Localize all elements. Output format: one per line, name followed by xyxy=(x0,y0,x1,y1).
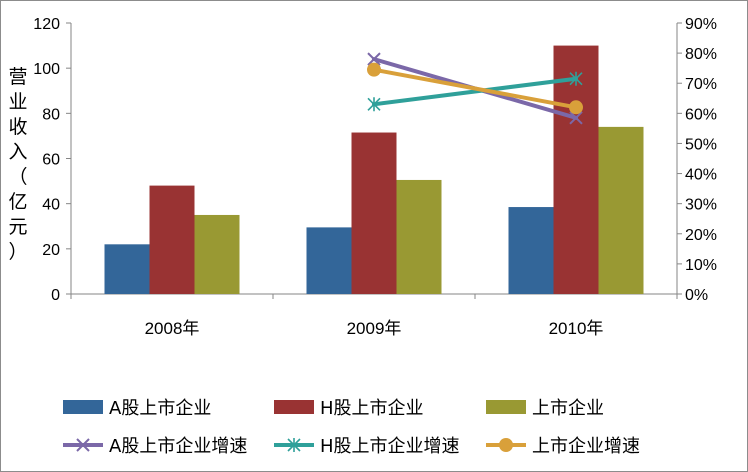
left-tick-label: 60 xyxy=(42,152,60,169)
circle-marker xyxy=(569,100,583,115)
x-axis: 2008年 2009年 2010年 xyxy=(70,293,678,338)
right-axis: 0% 10% 20% 30% 40% 50% 60% 70% 80% 90% xyxy=(676,16,717,304)
bar xyxy=(351,132,397,294)
x-marker xyxy=(367,52,381,66)
left-tick-label: 100 xyxy=(33,61,60,78)
star-marker xyxy=(569,71,583,86)
circle-marker xyxy=(499,438,513,452)
legend-swatch xyxy=(274,400,314,414)
legend-label: A股上市企业 xyxy=(109,398,211,419)
bar xyxy=(104,244,150,294)
legend-label: H股上市企业增速 xyxy=(320,436,460,457)
right-tick-label: 0% xyxy=(685,287,708,304)
right-tick-label: 30% xyxy=(685,197,717,214)
left-axis: 0 20 40 60 80 100 120 xyxy=(33,16,72,304)
bar xyxy=(194,214,240,294)
x-tick-label: 2009年 xyxy=(347,319,402,338)
growth-line xyxy=(372,67,578,110)
star-marker xyxy=(287,438,301,452)
right-tick-label: 60% xyxy=(685,106,717,123)
circle-marker xyxy=(367,62,381,77)
left-tick-label: 20 xyxy=(42,242,60,259)
right-tick-label: 10% xyxy=(685,257,717,274)
left-tick-label: 0 xyxy=(51,287,60,304)
legend-swatch xyxy=(486,400,526,414)
growth-lines xyxy=(367,52,583,125)
bar xyxy=(306,227,352,294)
growth-line xyxy=(372,76,578,107)
bar xyxy=(396,179,442,294)
left-tick-label: 40 xyxy=(42,197,60,214)
right-tick-label: 90% xyxy=(685,16,717,33)
legend-label: 上市企业 xyxy=(532,398,604,419)
bar xyxy=(598,126,644,294)
x-tick-label: 2008年 xyxy=(145,319,200,338)
legend-label: A股上市企业增速 xyxy=(109,436,247,457)
bar xyxy=(553,45,599,295)
right-tick-label: 80% xyxy=(685,46,717,63)
x-tick-label: 2010年 xyxy=(549,319,604,338)
legend-label: 上市企业增速 xyxy=(532,436,640,457)
y-axis-title: 营业收入（亿元） xyxy=(8,66,27,263)
x-marker xyxy=(76,438,90,452)
bar xyxy=(149,185,195,294)
legend: A股上市企业 H股上市企业 上市企业 A股上市企业增速 H股上市企业增速 上市企业增速 xyxy=(63,398,640,457)
bars xyxy=(104,45,644,295)
left-tick-label: 80 xyxy=(42,106,60,123)
bar xyxy=(508,207,554,294)
star-marker xyxy=(367,97,381,112)
right-tick-label: 40% xyxy=(685,167,717,184)
right-tick-label: 50% xyxy=(685,136,717,153)
left-tick-label: 120 xyxy=(33,16,60,33)
x-marker xyxy=(569,111,583,125)
legend-swatch xyxy=(63,400,103,414)
legend-label: H股上市企业 xyxy=(320,398,424,419)
y-axis-label: 营业收入（亿元） xyxy=(8,66,27,263)
right-tick-label: 20% xyxy=(685,227,717,244)
right-tick-label: 70% xyxy=(685,76,717,93)
